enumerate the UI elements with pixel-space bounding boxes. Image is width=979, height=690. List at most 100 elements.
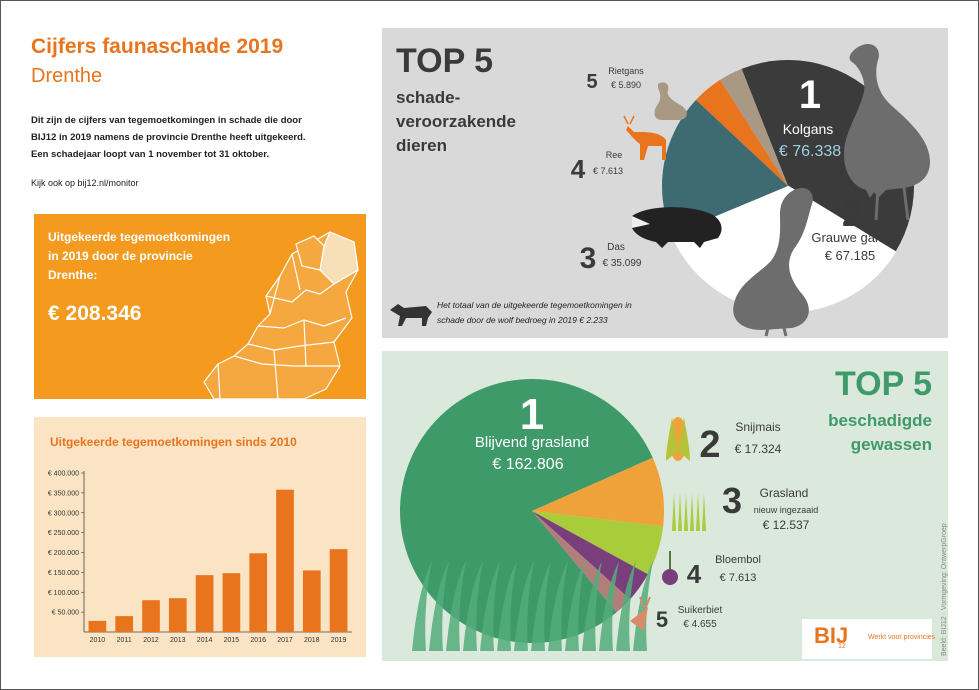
animals-top5-box: 1 Kolgans € 76.338 2 Grauwe gans € 67.185 3 Das… bbox=[382, 28, 948, 338]
y-tick-label: € 250.000 bbox=[48, 530, 79, 537]
intro-line: Een schadejaar loopt van 1 november tot … bbox=[31, 149, 270, 160]
y-tick-label: € 400.000 bbox=[48, 471, 79, 478]
bar bbox=[276, 489, 294, 632]
rank-label: 5 bbox=[586, 71, 597, 93]
y-tick-label: € 50.000 bbox=[52, 610, 79, 617]
rank-label: 3 bbox=[580, 242, 597, 275]
total-label-line: Drenthe: bbox=[48, 268, 98, 282]
slice-value-label: € 162.806 bbox=[492, 456, 563, 473]
beet-icon bbox=[630, 596, 651, 631]
bar bbox=[249, 553, 268, 632]
crops-top5-box: 1 Blijvend grasland € 162.806 2 Snijmais € 17… bbox=[382, 351, 948, 661]
slice-value-label: € 7.613 bbox=[593, 166, 623, 176]
rank-label: 4 bbox=[571, 154, 586, 184]
slice-value-label: € 35.099 bbox=[603, 258, 642, 269]
animals-subheading-line: dieren bbox=[396, 136, 448, 155]
credits: Beeld: BIJ12 · Vormgeving: OntwerpGroep bbox=[941, 523, 948, 656]
goose-leg bbox=[902, 187, 910, 221]
slice-name-label: Rietgans bbox=[608, 66, 644, 76]
monitor-link[interactable]: Kijk ook op bij12.nl/monitor bbox=[31, 178, 139, 188]
rank-label: 3 bbox=[722, 480, 742, 521]
crops-subheading-line: gewassen bbox=[850, 435, 932, 454]
x-tick-label: 2011 bbox=[117, 637, 132, 644]
y-tick-label: € 150.000 bbox=[48, 570, 79, 577]
pie-slice-snijmais bbox=[532, 457, 664, 527]
bar bbox=[302, 570, 321, 632]
chart-title: Uitgekeerde tegemoetkomingen sinds 2010 bbox=[50, 435, 297, 449]
intro-line: Dit zijn de cijfers van tegemoetkomingen… bbox=[31, 115, 302, 126]
logo-tagline: Werkt voor provincies bbox=[868, 634, 936, 641]
pie-slice-bloembol bbox=[532, 511, 648, 600]
wolf-icon bbox=[390, 304, 432, 326]
slice-value-label: € 4.655 bbox=[683, 619, 717, 630]
slice-name-label: Suikerbiet bbox=[678, 605, 723, 616]
y-tick-label: € 100.000 bbox=[48, 590, 79, 597]
animals-subheading-line: veroorzakende bbox=[396, 112, 516, 131]
slice-value-label: € 5.890 bbox=[611, 80, 641, 90]
animals-heading: TOP 5 bbox=[396, 42, 494, 80]
netherlands-map-icon bbox=[203, 231, 359, 399]
crops-subheading-line: beschadigde bbox=[828, 411, 932, 430]
logo-text: BIJ bbox=[814, 623, 849, 648]
goose-icon bbox=[654, 82, 687, 120]
wolf-note: Het totaal van de uitgekeerde tegemoetko… bbox=[437, 298, 632, 328]
rank-label: 1 bbox=[520, 390, 544, 439]
slice-value-label: € 67.185 bbox=[825, 248, 876, 263]
rank-label: 4 bbox=[687, 559, 702, 589]
bar bbox=[195, 575, 214, 632]
grass-icon bbox=[672, 493, 706, 531]
rank-label: 5 bbox=[656, 607, 668, 632]
total-label: Uitgekeerde tegemoetkomingen in 2019 doo… bbox=[48, 228, 230, 285]
animals-subheading-line: schade- bbox=[396, 88, 461, 107]
x-tick-label: 2013 bbox=[170, 637, 186, 644]
y-tick-label: € 350.000 bbox=[48, 490, 79, 497]
rank-label: 2 bbox=[699, 424, 720, 466]
x-tick-label: 2019 bbox=[331, 637, 347, 644]
pie-slice-das bbox=[662, 99, 788, 235]
goose-leg bbox=[764, 327, 770, 337]
slice-name-label: Das bbox=[607, 242, 625, 253]
x-tick-label: 2012 bbox=[143, 637, 159, 644]
grass-icon bbox=[412, 561, 653, 651]
intro-text: Dit zijn de cijfers van tegemoetkomingen… bbox=[31, 112, 351, 163]
total-label-line: Uitgekeerde tegemoetkomingen bbox=[48, 230, 231, 244]
badger-icon bbox=[632, 207, 722, 248]
slice-name-label: Snijmais bbox=[735, 420, 780, 434]
goose-leg bbox=[874, 187, 880, 221]
bar bbox=[222, 573, 241, 632]
intro-line: BIJ12 in 2019 namens de provincie Drenth… bbox=[31, 132, 306, 143]
slice-name-label: Blijvend grasland bbox=[475, 434, 589, 451]
wolf-note-line: schade door de wolf bedroeg in 2019 € 2.… bbox=[437, 315, 608, 325]
goose-icon bbox=[844, 43, 930, 198]
rank-label: 2 bbox=[842, 193, 862, 234]
x-tick-label: 2010 bbox=[90, 637, 106, 644]
crops-subheading: beschadigde gewassen bbox=[828, 409, 932, 457]
pie-slice-blijvend-grasland bbox=[400, 379, 653, 643]
pie-slice-ree bbox=[695, 79, 788, 186]
x-tick-label: 2015 bbox=[224, 637, 240, 644]
slice-value-label: € 7.613 bbox=[720, 572, 757, 584]
bar bbox=[329, 549, 348, 632]
bar-chart: € 50.000 € 100.000 € 150.000 € 200.000 € 250… bbox=[48, 471, 352, 644]
total-amount: € 208.346 bbox=[48, 302, 142, 325]
slice-name-label: Grauwe gans bbox=[811, 230, 889, 245]
history-chart-box: Uitgekeerde tegemoetkomingen sinds 2010 … bbox=[34, 417, 366, 657]
y-tick-label: € 200.000 bbox=[48, 550, 79, 557]
page-title: Cijfers faunaschade 2019 bbox=[31, 35, 284, 58]
slice-name-label: Grasland bbox=[760, 486, 809, 500]
y-tick-label: € 300.000 bbox=[48, 510, 79, 517]
animals-subheading: schade- veroorzakende dieren bbox=[396, 86, 516, 158]
goose-icon bbox=[733, 187, 813, 330]
slice-value-label: € 17.324 bbox=[735, 442, 782, 456]
total-label-line: in 2019 door de provincie bbox=[48, 249, 193, 263]
total-amount-box: Uitgekeerde tegemoetkomingen in 2019 doo… bbox=[34, 214, 366, 399]
slice-note-label: nieuw ingezaaid bbox=[754, 505, 819, 515]
wolf-note-line: Het totaal van de uitgekeerde tegemoetko… bbox=[437, 300, 632, 310]
rank-label: 1 bbox=[799, 73, 821, 117]
bar bbox=[168, 598, 187, 632]
pie-slice-suikerbiet bbox=[532, 511, 631, 613]
pie-slice-grasland bbox=[532, 511, 664, 575]
slice-value-label: € 76.338 bbox=[779, 143, 841, 160]
